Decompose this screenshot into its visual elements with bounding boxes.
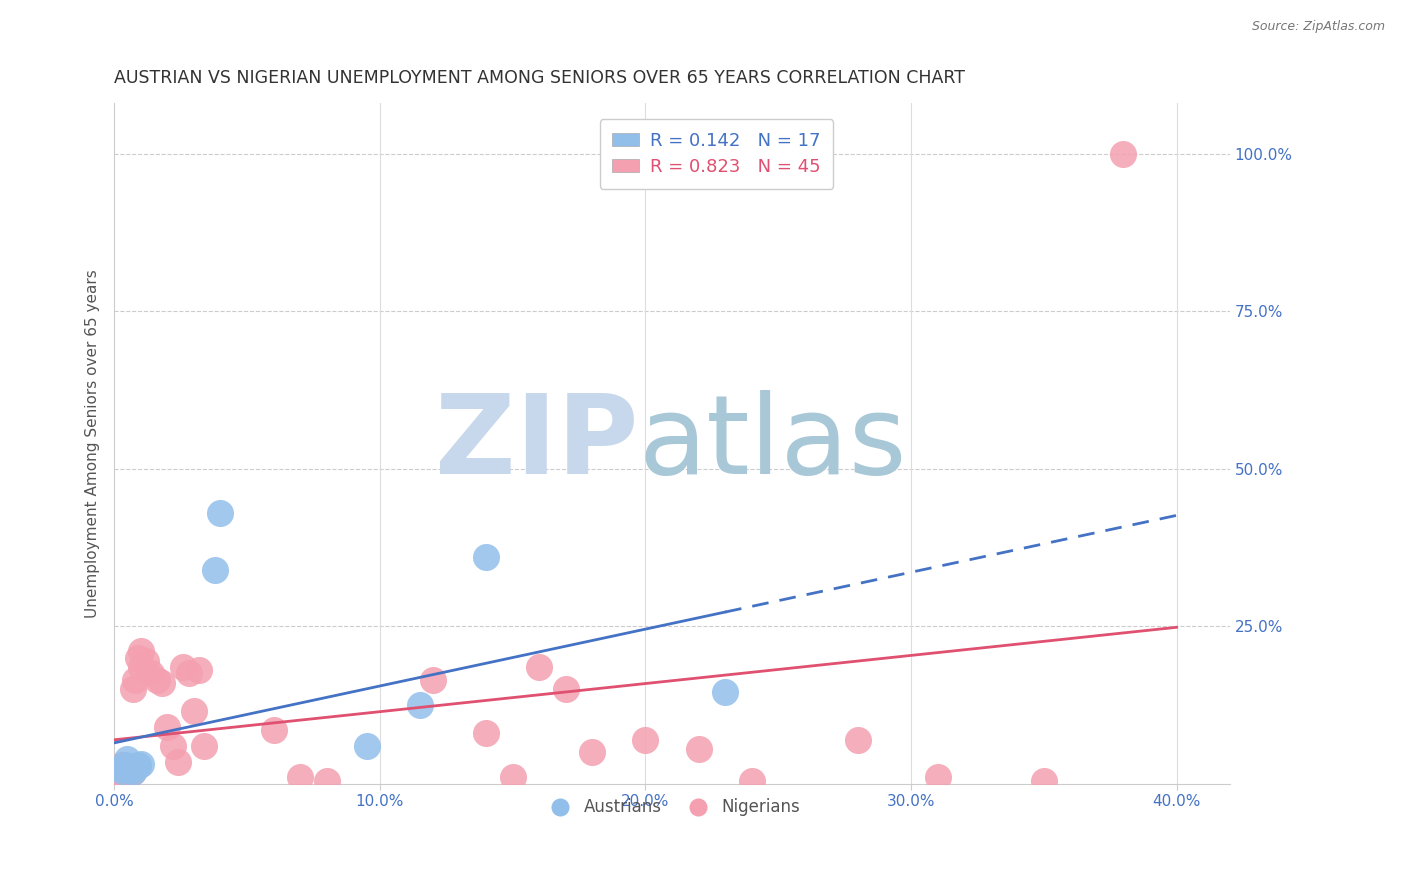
Point [108, 761, 131, 775]
Legend: Austrians, Nigerians: Austrians, Nigerians [537, 792, 807, 823]
Point [156, 720, 179, 734]
Point [135, 654, 157, 668]
Point [1112, 146, 1135, 161]
Point [108, 761, 131, 775]
Point [124, 673, 146, 687]
Point [714, 685, 737, 699]
Point [111, 771, 134, 785]
Point [162, 739, 184, 753]
Point [263, 723, 285, 738]
Point [121, 765, 143, 780]
Point [114, 757, 136, 772]
Point [124, 761, 146, 775]
Point [117, 751, 139, 765]
Point [117, 759, 139, 773]
Point [183, 704, 205, 718]
Point [581, 745, 603, 759]
Point [634, 732, 657, 747]
Text: ZIP: ZIP [434, 390, 638, 497]
Point [315, 773, 337, 788]
Point [927, 771, 949, 785]
Point [114, 765, 136, 780]
Point [129, 756, 152, 771]
Point [846, 732, 869, 747]
Point [114, 769, 136, 783]
Point [288, 771, 311, 785]
Point [688, 742, 710, 756]
Text: AUSTRIAN VS NIGERIAN UNEMPLOYMENT AMONG SENIORS OVER 65 YEARS CORRELATION CHART: AUSTRIAN VS NIGERIAN UNEMPLOYMENT AMONG … [114, 69, 965, 87]
Point [117, 764, 139, 779]
Point [188, 663, 211, 677]
Point [129, 660, 152, 674]
Point [117, 761, 139, 775]
Point [167, 755, 190, 769]
Point [356, 739, 378, 753]
Point [127, 650, 149, 665]
Point [145, 673, 167, 687]
Point [209, 506, 232, 520]
Point [120, 767, 142, 781]
Point [193, 739, 215, 753]
Point [475, 549, 498, 564]
Text: Source: ZipAtlas.com: Source: ZipAtlas.com [1251, 20, 1385, 33]
Point [108, 767, 131, 781]
Text: atlas: atlas [638, 390, 907, 497]
Point [129, 644, 152, 658]
Point [502, 771, 524, 785]
Point [121, 682, 143, 697]
Point [121, 765, 143, 780]
Point [1032, 773, 1054, 788]
Point [204, 562, 226, 576]
Point [127, 757, 149, 772]
Point [150, 676, 173, 690]
Point [177, 666, 200, 681]
Point [741, 773, 763, 788]
Point [120, 763, 142, 777]
Point [105, 764, 128, 779]
Point [475, 726, 498, 740]
Point [127, 759, 149, 773]
Point [141, 666, 163, 681]
Point [172, 660, 194, 674]
Point [554, 682, 576, 697]
Point [120, 763, 142, 777]
Y-axis label: Unemployment Among Seniors over 65 years: Unemployment Among Seniors over 65 years [86, 269, 100, 618]
Point [422, 673, 444, 687]
Point [111, 757, 134, 772]
Point [527, 660, 550, 674]
Point [111, 764, 134, 779]
Point [408, 698, 430, 712]
